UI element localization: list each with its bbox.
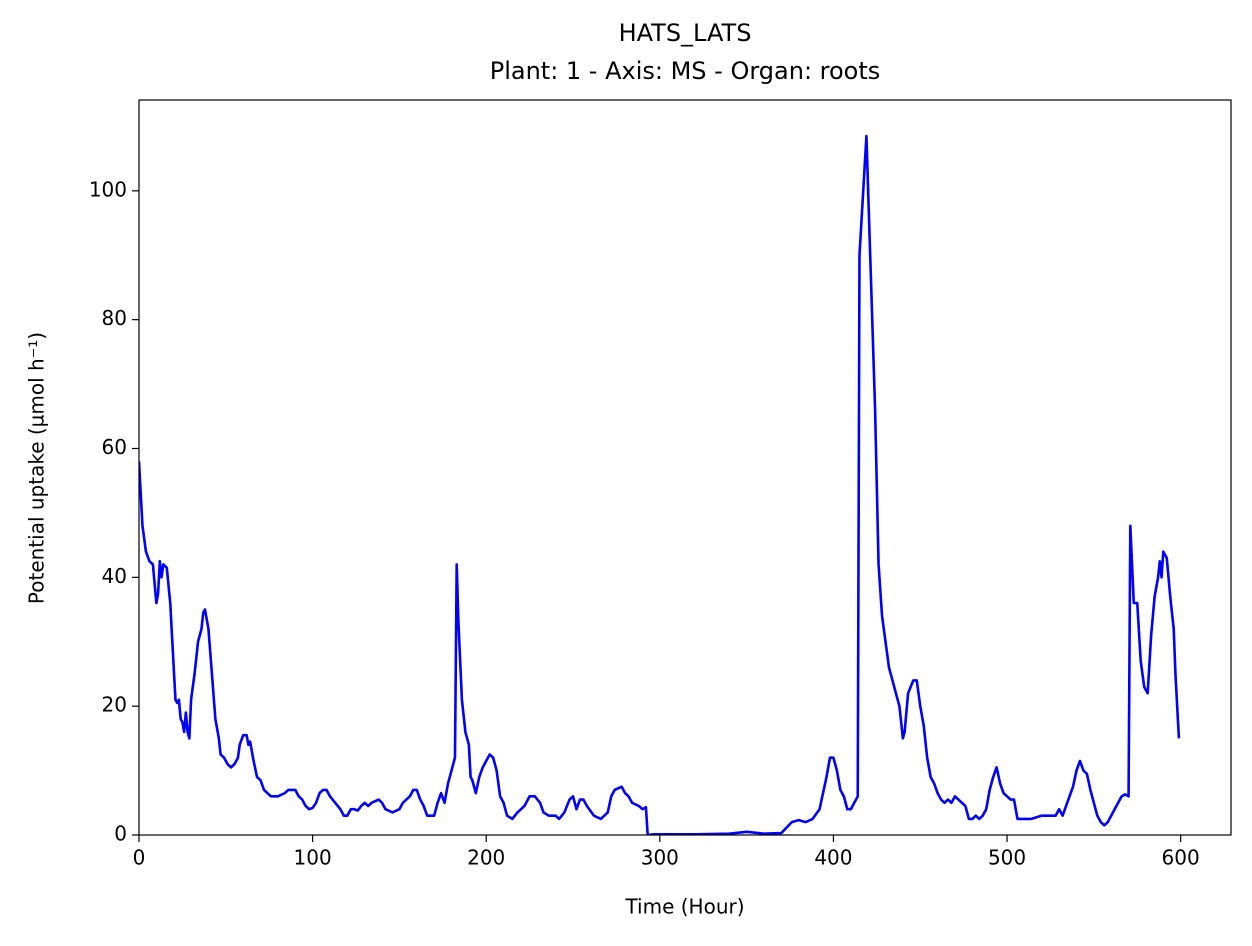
y-axis-label: Potential uptake (µmol h⁻¹) — [25, 332, 49, 604]
x-axis-label: Time (Hour) — [624, 895, 744, 919]
y-tick-label: 80 — [102, 306, 127, 330]
chart-title: HATS_LATS — [619, 19, 752, 47]
y-tick-label: 0 — [114, 822, 127, 846]
x-tick-label: 300 — [641, 846, 679, 870]
x-tick-label: 600 — [1162, 846, 1200, 870]
y-tick-label: 20 — [102, 693, 127, 717]
x-tick-label: 0 — [133, 846, 146, 870]
x-tick-label: 400 — [814, 846, 852, 870]
x-tick-label: 200 — [467, 846, 505, 870]
y-tick-label: 40 — [102, 564, 127, 588]
y-tick-label: 100 — [89, 177, 127, 201]
chart-subtitle: Plant: 1 - Axis: MS - Organ: roots — [490, 57, 881, 85]
x-tick-label: 100 — [294, 846, 332, 870]
y-tick-label: 60 — [102, 435, 127, 459]
data-line — [139, 134, 1181, 835]
x-tick-label: 500 — [988, 846, 1026, 870]
plot-frame — [138, 99, 1232, 836]
